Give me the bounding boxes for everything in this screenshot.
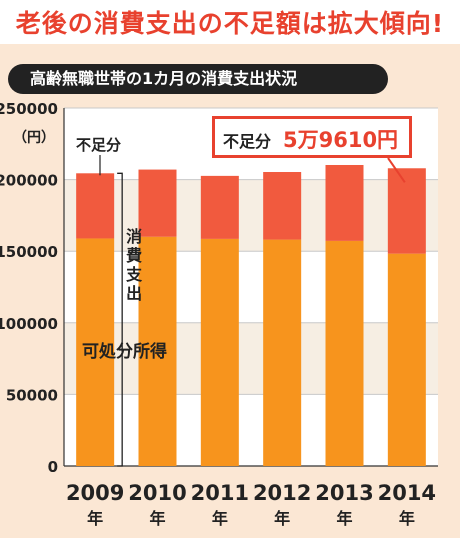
x-tick-suffix: 年: [87, 509, 103, 528]
x-tick-suffix: 年: [336, 509, 352, 528]
consumption-label-char: 出: [126, 284, 142, 303]
grid-band: [64, 322, 438, 395]
bar-shortfall-2011: [200, 175, 239, 239]
bar-shortfall-2010: [138, 169, 177, 237]
bar-income-2012: [263, 239, 302, 466]
grid-band: [64, 179, 438, 252]
bar-shortfall-2009: [76, 173, 115, 239]
y-tick-label: 0: [48, 458, 58, 476]
bar-income-2013: [325, 240, 364, 466]
bar-income-2009: [76, 238, 115, 466]
x-tick-label: 2010: [128, 481, 186, 505]
x-tick-label: 2014: [378, 481, 436, 505]
y-tick-label: 100000: [0, 315, 58, 333]
bar-shortfall-2013: [325, 164, 364, 241]
y-tick-label: 50000: [6, 386, 58, 404]
legend-shortfall-label: 不足分: [76, 136, 121, 154]
consumption-bracket: [117, 172, 123, 467]
x-tick-suffix: 年: [399, 509, 415, 528]
y-tick-label: 200000: [0, 172, 58, 190]
y-tick-label: 150000: [0, 243, 58, 261]
bar-income-2011: [200, 238, 239, 466]
bar-shortfall-2012: [263, 172, 302, 240]
plot-area: [64, 108, 438, 466]
x-tick-suffix: 年: [149, 509, 165, 528]
shortfall-callout: 不足分 5万9610円: [212, 116, 412, 158]
x-tick-suffix: 年: [212, 509, 228, 528]
bar-shortfall-2014: [387, 168, 426, 254]
bar-income-2014: [387, 253, 426, 466]
consumption-label-char: 費: [126, 246, 142, 265]
consumption-label-char: 消: [126, 227, 142, 246]
headline: 老後の消費支出の不足額は拡大傾向!: [15, 9, 445, 38]
callout-label: 不足分: [223, 132, 272, 151]
bar-income-2010: [138, 236, 177, 466]
income-label: 可処分所得: [82, 341, 167, 362]
x-tick-label: 2012: [253, 481, 311, 505]
x-tick-label: 2013: [315, 481, 373, 505]
callout-pointer: [387, 157, 406, 183]
x-tick-label: 2011: [191, 481, 249, 505]
callout-value: 5万9610円: [283, 128, 399, 152]
x-tick-label: 2009: [66, 481, 124, 505]
y-axis-unit: （円）: [13, 130, 55, 146]
x-tick-suffix: 年: [274, 509, 290, 528]
chart-subtitle: 高齢無職世帯の1カ月の消費支出状況: [8, 64, 388, 94]
consumption-label-char: 支: [125, 265, 143, 284]
y-tick-label: 250000: [0, 100, 58, 118]
